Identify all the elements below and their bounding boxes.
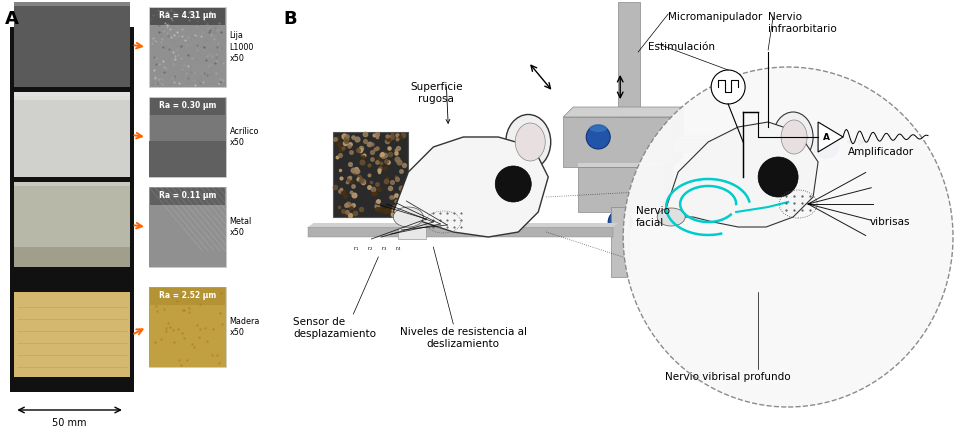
Text: Acrílico
x50: Acrílico x50 [229, 127, 259, 147]
Ellipse shape [612, 209, 629, 217]
Polygon shape [308, 223, 618, 227]
Bar [14, 92, 130, 96]
Text: A: A [5, 10, 18, 28]
Text: Ra = 4.31 μm: Ra = 4.31 μm [158, 12, 216, 20]
Text: vibrisas: vibrisas [870, 217, 910, 227]
Circle shape [495, 166, 531, 202]
Text: Micromanipulador: Micromanipulador [668, 12, 762, 22]
Text: Madera
x50: Madera x50 [229, 317, 260, 337]
Bar [564, 117, 673, 167]
Text: Metal
x50: Metal x50 [229, 217, 252, 237]
Bar [14, 2, 130, 87]
Text: B: B [283, 10, 297, 28]
Polygon shape [818, 122, 843, 152]
Bar [398, 227, 426, 239]
Ellipse shape [589, 124, 608, 132]
Text: Lija
L1000
x50: Lija L1000 x50 [229, 32, 253, 63]
Bar [150, 288, 225, 305]
Bar [578, 167, 663, 212]
Text: Sensor de
desplazamiento: Sensor de desplazamiento [294, 317, 376, 339]
Text: 50 mm: 50 mm [52, 418, 86, 428]
Bar [308, 227, 613, 237]
Bar [150, 98, 225, 115]
Polygon shape [673, 136, 838, 140]
Bar [14, 292, 130, 377]
Bar [149, 187, 226, 267]
Text: Ra = 0.30 μm: Ra = 0.30 μm [158, 102, 216, 111]
Bar [149, 187, 226, 267]
Ellipse shape [658, 208, 685, 226]
Text: r$_3$: r$_3$ [381, 244, 388, 253]
Bar [14, 2, 130, 6]
Bar [149, 7, 226, 87]
Polygon shape [564, 107, 684, 117]
Ellipse shape [623, 67, 953, 407]
Ellipse shape [773, 112, 813, 162]
Text: Superficie
rugosa: Superficie rugosa [410, 82, 463, 104]
Circle shape [711, 70, 745, 104]
Ellipse shape [781, 120, 807, 154]
Bar [14, 182, 130, 267]
Bar [14, 182, 130, 186]
Polygon shape [394, 137, 548, 237]
Text: Amplificador: Amplificador [848, 147, 914, 157]
Ellipse shape [516, 123, 545, 161]
Bar [150, 8, 225, 25]
Polygon shape [663, 162, 673, 212]
Bar [618, 118, 640, 122]
Ellipse shape [724, 132, 743, 140]
Bar [333, 132, 408, 217]
Bar [149, 141, 226, 177]
Bar [149, 97, 226, 177]
Bar [14, 92, 130, 100]
Text: Ra = 0.11 μm: Ra = 0.11 μm [158, 191, 216, 200]
Bar [612, 207, 629, 277]
Text: Estimulación: Estimulación [648, 42, 715, 52]
Text: Nervio vibrisal profundo: Nervio vibrisal profundo [665, 372, 791, 382]
Bar [673, 140, 833, 152]
Ellipse shape [506, 114, 551, 169]
Bar [578, 163, 663, 167]
Text: Niveles de resistencia al
deslizamiento: Niveles de resistencia al deslizamiento [399, 327, 527, 349]
Text: r$_1$: r$_1$ [353, 244, 360, 253]
Circle shape [609, 210, 633, 234]
Bar [10, 27, 134, 392]
Circle shape [720, 132, 746, 158]
Bar [14, 92, 130, 177]
Circle shape [758, 157, 798, 197]
Text: A: A [823, 133, 829, 142]
Bar [149, 287, 226, 367]
Bar [618, 2, 640, 122]
Circle shape [587, 125, 611, 149]
Polygon shape [663, 122, 818, 227]
Text: Nervio
facial: Nervio facial [636, 206, 670, 228]
Circle shape [813, 132, 839, 158]
Bar [149, 287, 226, 367]
Ellipse shape [817, 132, 835, 140]
Polygon shape [673, 107, 684, 167]
Text: r$_4$: r$_4$ [395, 244, 401, 253]
Text: r$_2$: r$_2$ [367, 244, 373, 253]
Bar [150, 188, 225, 205]
Text: Ra = 2.52 μm: Ra = 2.52 μm [158, 292, 216, 301]
Bar [14, 247, 130, 267]
Ellipse shape [394, 207, 423, 227]
Text: Nervio
infraorbitario: Nervio infraorbitario [768, 12, 837, 34]
